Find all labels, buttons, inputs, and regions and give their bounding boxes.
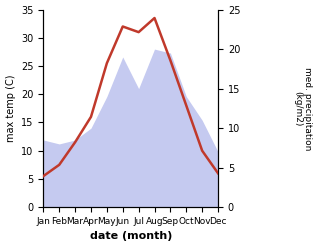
Y-axis label: max temp (C): max temp (C) (5, 75, 16, 142)
Y-axis label: med. precipitation
(kg/m2): med. precipitation (kg/m2) (293, 67, 313, 150)
X-axis label: date (month): date (month) (89, 231, 172, 242)
